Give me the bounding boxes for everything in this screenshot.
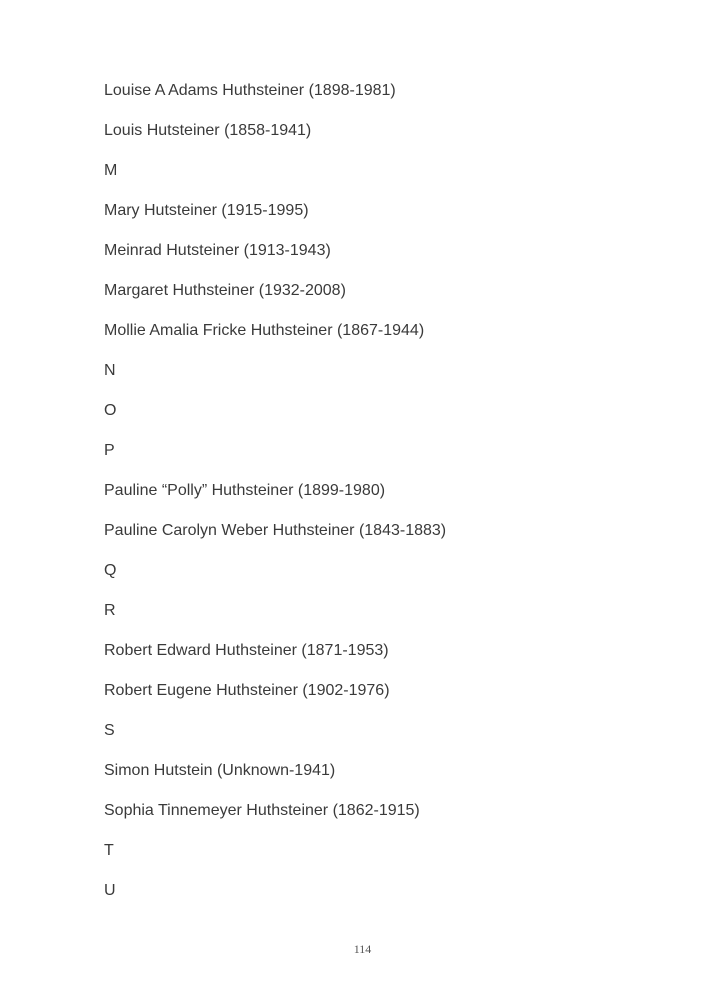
index-entry: Louise A Adams Huthsteiner (1898-1981) xyxy=(104,82,396,99)
index-entry: Mary Hutsteiner (1915-1995) xyxy=(104,202,309,219)
index-entry: Meinrad Hutsteiner (1913-1943) xyxy=(104,242,331,259)
page-number: 114 xyxy=(353,942,372,956)
index-entry: Louis Hutsteiner (1858-1941) xyxy=(104,122,312,139)
letter-heading: R xyxy=(104,602,116,619)
letter-heading: T xyxy=(104,842,114,859)
letter-heading: Q xyxy=(104,562,117,579)
letter-heading: O xyxy=(104,402,117,419)
index-entry: Mollie Amalia Fricke Huthsteiner (1867-1… xyxy=(104,322,425,339)
letter-heading: P xyxy=(104,442,115,459)
index-entry: Simon Hutstein (Unknown-1941) xyxy=(104,762,336,779)
index-entry: Sophia Tinnemeyer Huthsteiner (1862-1915… xyxy=(104,802,420,819)
index-entry: Robert Edward Huthsteiner (1871-1953) xyxy=(104,642,389,659)
index-list: Louise A Adams Huthsteiner (1898-1981) Lo… xyxy=(104,81,446,921)
index-entry: Pauline Carolyn Weber Huthsteiner (1843-… xyxy=(104,522,447,539)
letter-heading: M xyxy=(104,162,118,179)
index-entry: Robert Eugene Huthsteiner (1902-1976) xyxy=(104,682,390,699)
index-entry: Pauline “Polly” Huthsteiner (1899-1980) xyxy=(104,482,386,499)
index-entry: Margaret Huthsteiner (1932-2008) xyxy=(104,282,346,299)
letter-heading: S xyxy=(104,722,115,739)
letter-heading: U xyxy=(104,882,116,899)
letter-heading: N xyxy=(104,362,116,379)
